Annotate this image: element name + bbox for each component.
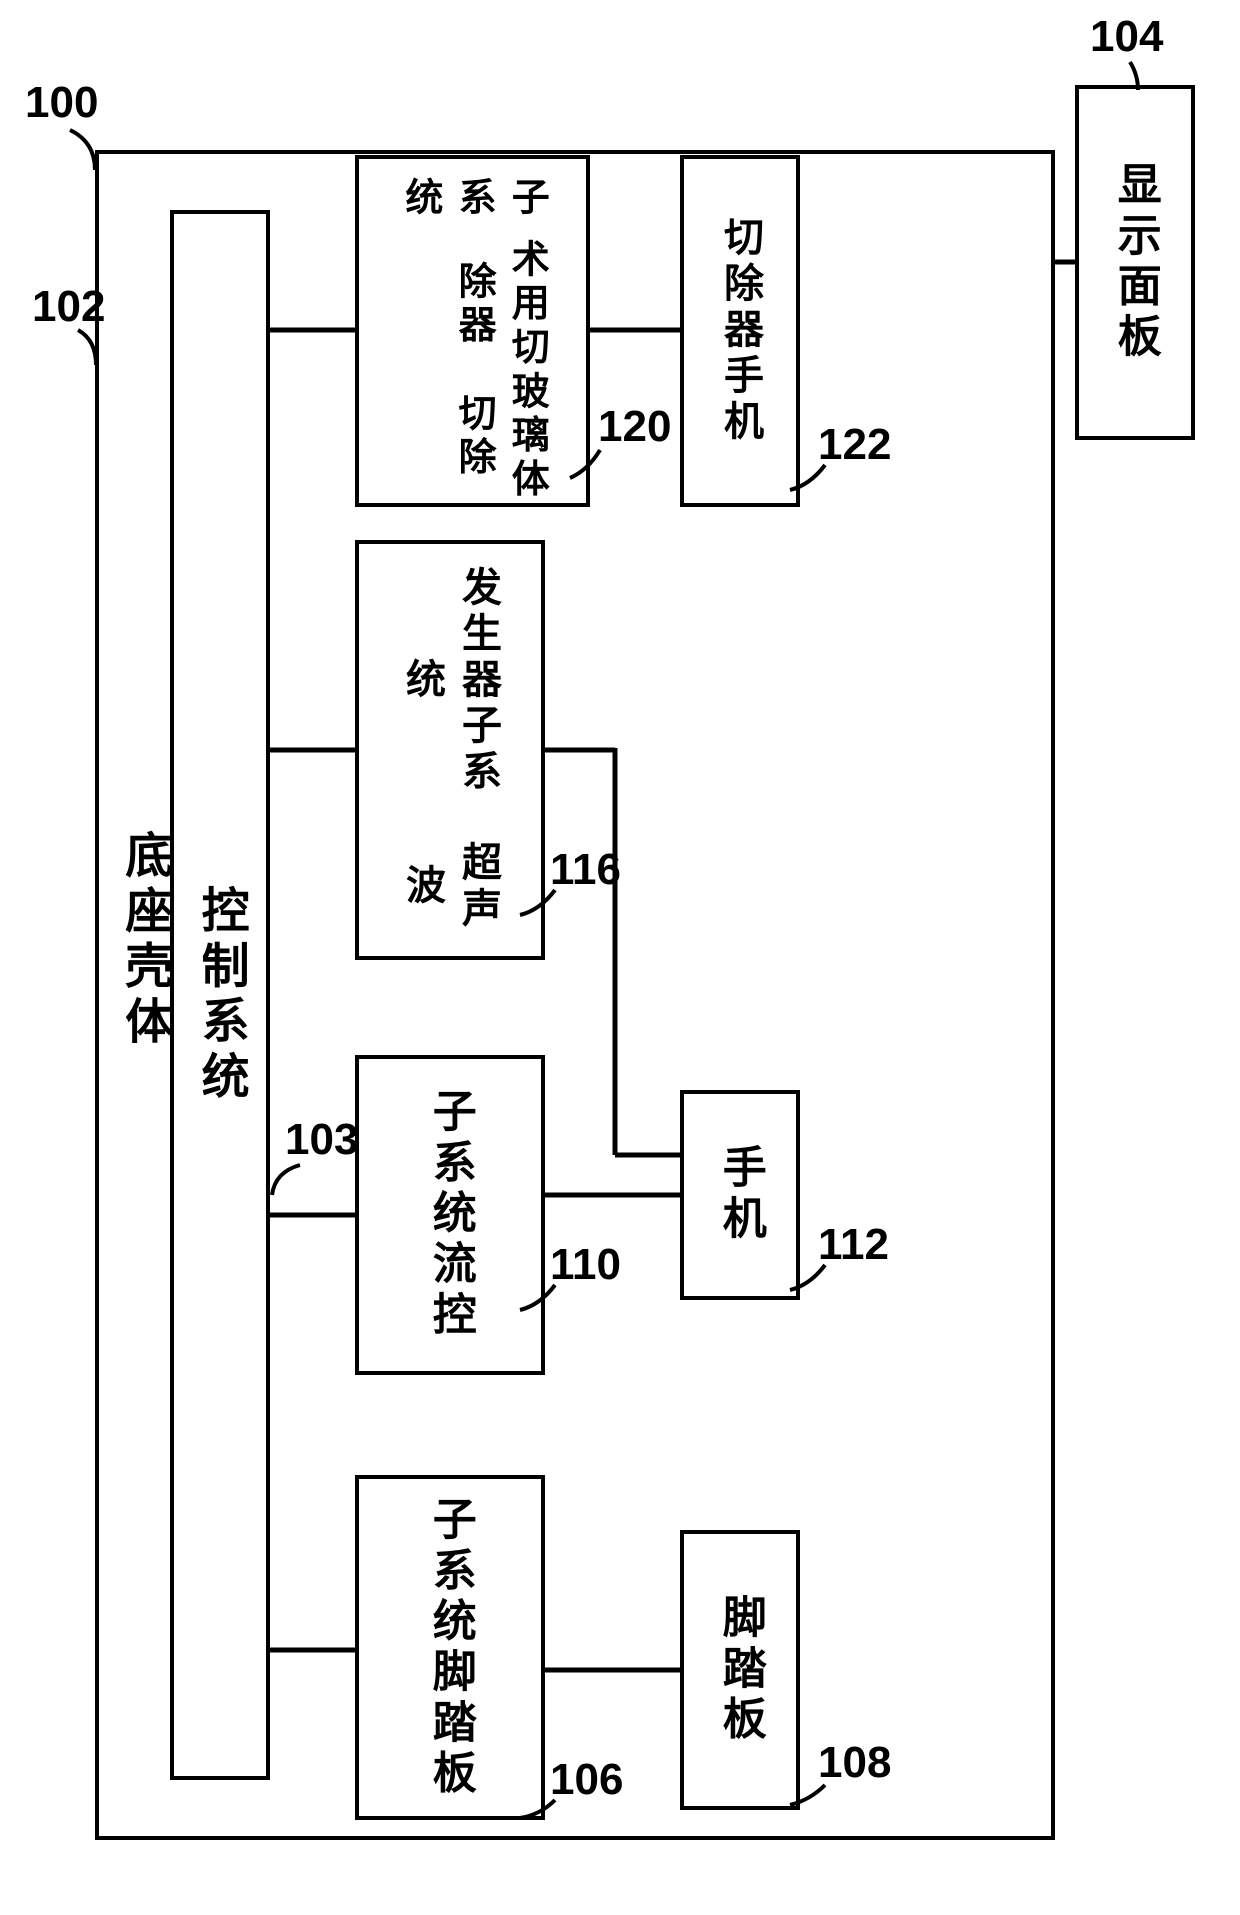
footpedal-box: 脚踏板 bbox=[680, 1530, 800, 1810]
footpedal-subsystem-label: 脚踏板 子系统 bbox=[419, 1496, 481, 1800]
control-system-label: 控制系统 bbox=[186, 885, 253, 1106]
display-panel-box: 显示面板 bbox=[1075, 85, 1195, 440]
ultrasonic-subsystem-box: 超声波 发生器子系统 bbox=[355, 540, 545, 960]
fluidics-subsystem-box: 流控 子系统 bbox=[355, 1055, 545, 1375]
ref-112: 112 bbox=[818, 1220, 889, 1270]
ref-102: 102 bbox=[32, 282, 105, 332]
footpedal-subsystem-box: 脚踏板 子系统 bbox=[355, 1475, 545, 1820]
cutter-handpiece-label: 切除器手机 bbox=[712, 216, 768, 446]
vitrectomy-subsystem-box: 玻璃体切除 术用切除器 子系统 bbox=[355, 155, 590, 507]
ultrasonic-subsystem-label: 超声波 发生器子系统 bbox=[394, 544, 506, 956]
ref-106: 106 bbox=[550, 1755, 623, 1805]
vitrectomy-subsystem-label: 玻璃体切除 术用切除器 子系统 bbox=[393, 159, 553, 503]
ref-120: 120 bbox=[598, 402, 671, 452]
ref-108: 108 bbox=[818, 1738, 891, 1788]
footpedal-label: 脚踏板 bbox=[709, 1594, 771, 1746]
handpiece-label: 手机 bbox=[709, 1144, 771, 1245]
ref-116: 116 bbox=[550, 845, 621, 895]
ref-103: 103 bbox=[285, 1115, 358, 1165]
cutter-handpiece-box: 切除器手机 bbox=[680, 155, 800, 507]
base-housing-label: 底座壳体 bbox=[110, 830, 177, 1051]
diagram-canvas: 底座壳体 控制系统 脚踏板 子系统 流控 子系统 超声波 发生器子系统 玻璃体切… bbox=[0, 0, 1240, 1915]
ref-110: 110 bbox=[550, 1240, 621, 1290]
ref-122: 122 bbox=[818, 420, 891, 470]
control-system-box: 控制系统 bbox=[170, 210, 270, 1780]
ref-104: 104 bbox=[1090, 12, 1163, 62]
ref-100: 100 bbox=[25, 78, 98, 128]
display-panel-label: 显示面板 bbox=[1104, 161, 1166, 363]
handpiece-box: 手机 bbox=[680, 1090, 800, 1300]
fluidics-subsystem-label: 流控 子系统 bbox=[419, 1088, 481, 1341]
